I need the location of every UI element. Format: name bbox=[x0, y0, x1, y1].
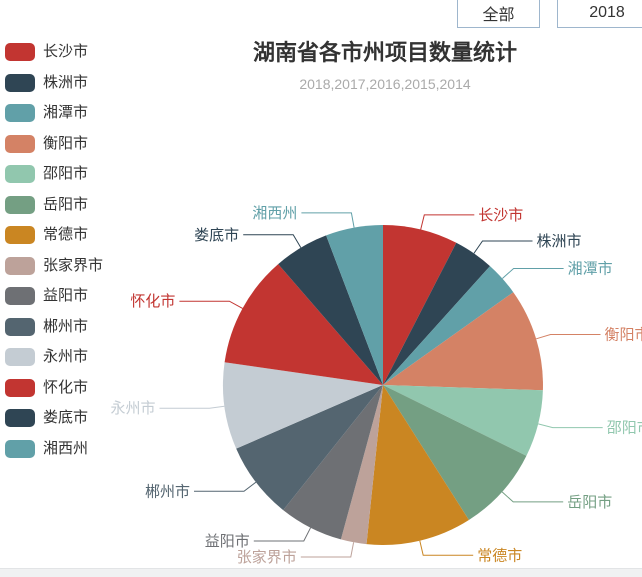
filter-all-button[interactable]: 全部 bbox=[457, 0, 540, 28]
legend-item-1[interactable]: 株洲市 bbox=[5, 73, 103, 92]
legend-item-7[interactable]: 张家界市 bbox=[5, 256, 104, 275]
legend-swatch-icon bbox=[5, 134, 35, 153]
legend-label: 株洲市 bbox=[43, 73, 89, 91]
legend-item-9[interactable]: 郴州市 bbox=[5, 317, 103, 336]
legend-swatch-icon bbox=[5, 256, 35, 275]
legend-swatch-icon bbox=[5, 73, 35, 92]
legend-item-10[interactable]: 永州市 bbox=[5, 348, 103, 366]
pie-label-line-7 bbox=[300, 542, 355, 558]
pie-slice-3[interactable] bbox=[383, 292, 543, 391]
legend-item-11[interactable]: 怀化市 bbox=[5, 378, 103, 397]
legend-item-6[interactable]: 常德市 bbox=[5, 226, 103, 244]
pie-slice-10[interactable] bbox=[222, 362, 383, 449]
legend-item-8[interactable]: 益阳市 bbox=[5, 287, 103, 305]
pie-slice-8[interactable] bbox=[283, 385, 383, 540]
pie-label-3: 衡阳市 bbox=[605, 327, 642, 344]
legend-swatch-icon bbox=[5, 409, 35, 427]
pie-label-1: 株洲市 bbox=[537, 233, 582, 250]
pie-slice-13[interactable] bbox=[326, 224, 383, 385]
pie-label-line-12 bbox=[243, 234, 302, 248]
legend-label: 湘潭市 bbox=[43, 104, 89, 121]
chart-header: 湖南省各市州项目数量统计 2018,2017,2016,2015,2014 bbox=[175, 40, 595, 92]
legend-label: 娄底市 bbox=[43, 409, 89, 426]
legend-swatch-icon bbox=[5, 43, 35, 61]
bottom-bar bbox=[0, 568, 642, 577]
legend-swatch-icon bbox=[5, 317, 35, 336]
legend-swatch-icon bbox=[5, 439, 35, 458]
pie-label-line-9 bbox=[194, 481, 257, 492]
pie-slice-1[interactable] bbox=[383, 242, 490, 385]
legend-swatch-icon bbox=[5, 104, 35, 122]
pie-label-line-10 bbox=[159, 405, 225, 409]
pie-label-11: 怀化市 bbox=[130, 293, 175, 310]
pie-slice-0[interactable] bbox=[383, 225, 457, 385]
pie-label-13: 湘西州 bbox=[252, 205, 297, 222]
legend-item-3[interactable]: 衡阳市 bbox=[5, 134, 103, 153]
pie-label-line-5 bbox=[501, 491, 564, 503]
legend-item-12[interactable]: 娄底市 bbox=[5, 409, 103, 427]
chart-title: 湖南省各市州项目数量统计 bbox=[252, 40, 517, 65]
legend-label: 湘西州 bbox=[43, 439, 89, 457]
pie-label-5: 岳阳市 bbox=[567, 494, 612, 511]
pie-label-12: 娄底市 bbox=[194, 227, 239, 244]
pie-label-7: 张家界市 bbox=[237, 549, 297, 566]
pie-label-line-6 bbox=[419, 540, 474, 556]
legend-label: 郴州市 bbox=[43, 317, 89, 335]
legend-item-5[interactable]: 岳阳市 bbox=[5, 195, 103, 214]
legend-label: 张家界市 bbox=[43, 256, 104, 274]
chart-subtitle: 2018,2017,2016,2015,2014 bbox=[299, 76, 471, 92]
legend-label: 永州市 bbox=[43, 348, 89, 365]
pie-label-8: 益阳市 bbox=[205, 533, 250, 550]
pie-label-line-13 bbox=[301, 212, 355, 228]
pie-label-2: 湘潭市 bbox=[568, 261, 613, 278]
pie-label-line-2 bbox=[502, 268, 564, 279]
pie-label-6: 常德市 bbox=[477, 546, 522, 564]
pie-label-line-8 bbox=[253, 527, 312, 542]
pie-label-line-0 bbox=[420, 214, 475, 230]
legend-label: 衡阳市 bbox=[43, 134, 89, 152]
pie-label-10: 永州市 bbox=[110, 400, 155, 417]
legend-swatch-icon bbox=[5, 348, 35, 366]
legend-swatch-icon bbox=[5, 226, 35, 244]
legend-label: 长沙市 bbox=[43, 43, 89, 60]
legend-label: 岳阳市 bbox=[43, 195, 89, 213]
legend: 长沙市株洲市湘潭市衡阳市邵阳市岳阳市常德市张家界市益阳市郴州市永州市怀化市娄底市… bbox=[5, 43, 103, 470]
legend-label: 益阳市 bbox=[43, 287, 89, 304]
pie-slice-9[interactable] bbox=[236, 385, 383, 511]
legend-item-2[interactable]: 湘潭市 bbox=[5, 104, 103, 122]
legend-swatch-icon bbox=[5, 165, 35, 183]
pie-slice-11[interactable] bbox=[224, 264, 383, 385]
legend-label: 怀化市 bbox=[43, 378, 89, 396]
pie-label-0: 长沙市 bbox=[478, 207, 523, 224]
pie-slice-4[interactable] bbox=[383, 385, 543, 456]
pie-slice-7[interactable] bbox=[340, 385, 383, 545]
pie-label-9: 郴州市 bbox=[145, 483, 190, 500]
pie-slice-12[interactable] bbox=[278, 235, 383, 385]
legend-label: 常德市 bbox=[43, 226, 89, 243]
pie-label-line-4 bbox=[538, 423, 603, 429]
pie-label-line-11 bbox=[179, 300, 243, 309]
pie-slice-5[interactable] bbox=[383, 385, 527, 520]
pie-label-4: 邵阳市 bbox=[607, 420, 642, 437]
legend-swatch-icon bbox=[5, 195, 35, 214]
pie-label-line-3 bbox=[536, 334, 601, 340]
legend-item-0[interactable]: 长沙市 bbox=[5, 43, 103, 61]
legend-item-4[interactable]: 邵阳市 bbox=[5, 165, 103, 183]
legend-swatch-icon bbox=[5, 378, 35, 397]
pie-label-line-1 bbox=[473, 240, 533, 254]
pie-slice-2[interactable] bbox=[383, 266, 514, 385]
filter-year-2018-button[interactable]: 2018 bbox=[557, 0, 642, 28]
legend-swatch-icon bbox=[5, 287, 35, 305]
pie-slice-6[interactable] bbox=[366, 385, 469, 545]
legend-label: 邵阳市 bbox=[43, 165, 89, 182]
legend-item-13[interactable]: 湘西州 bbox=[5, 439, 103, 458]
